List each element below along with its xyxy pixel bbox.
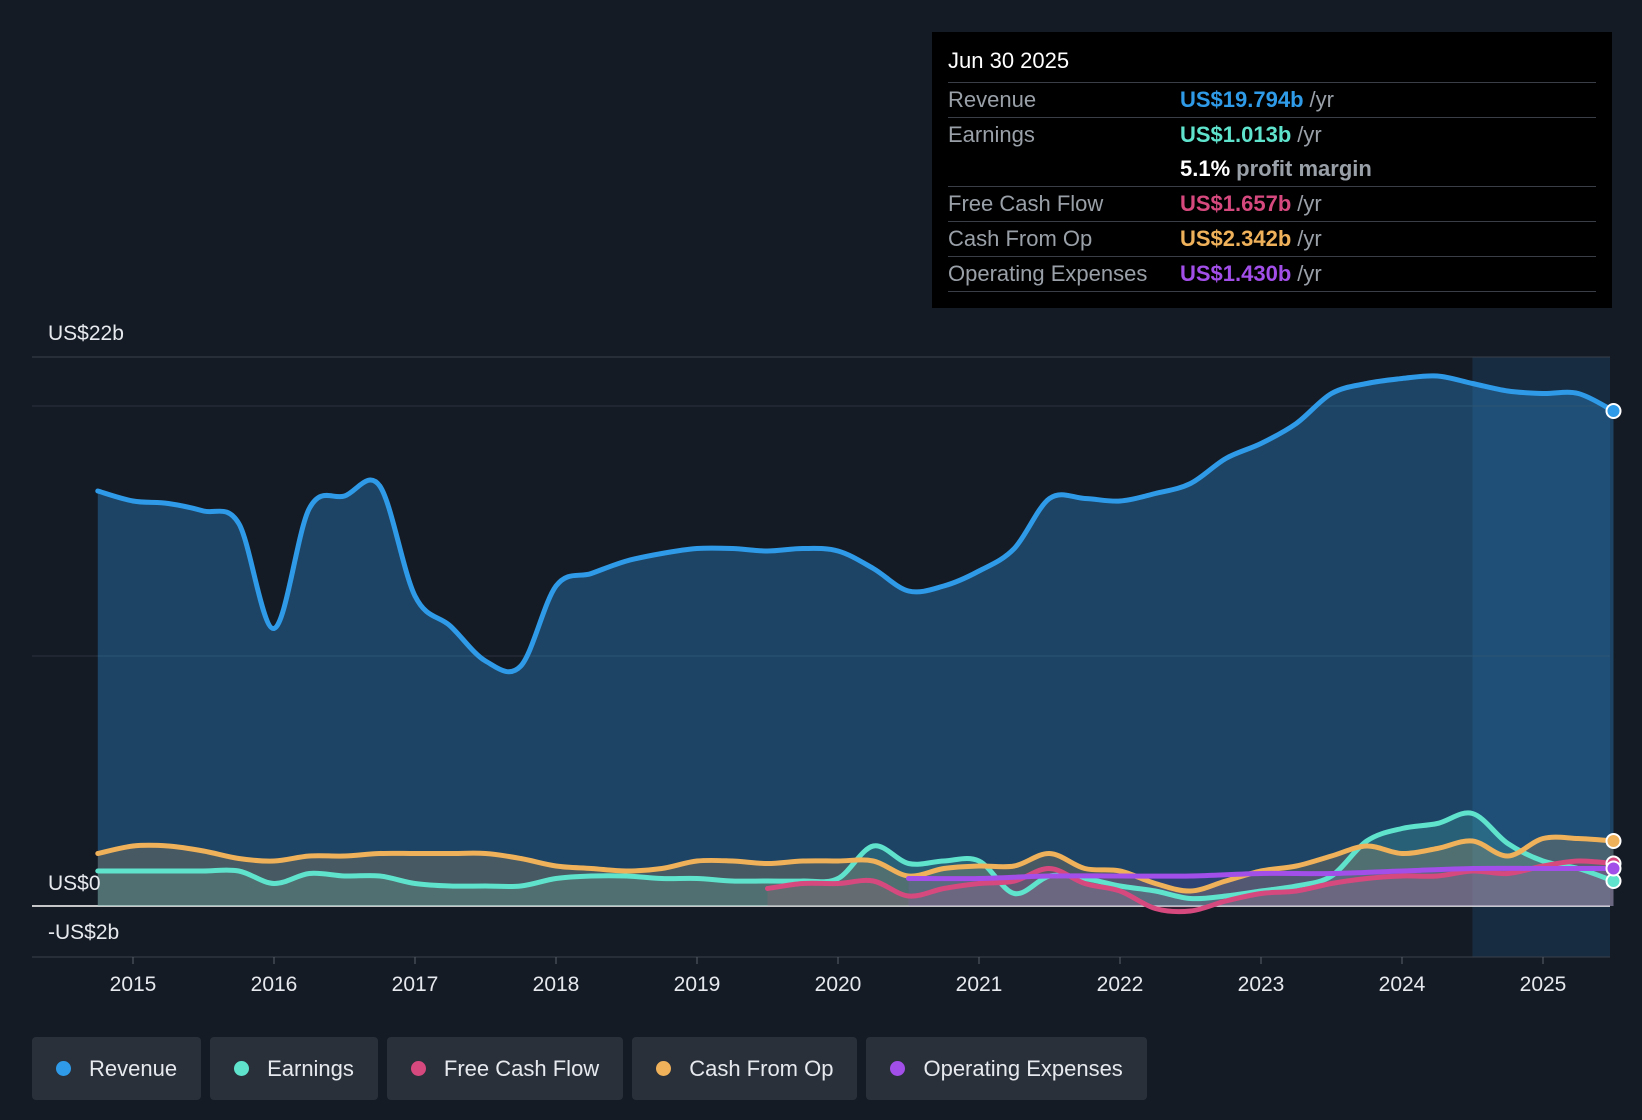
grid-lines [32,356,1610,964]
legend-item-revenue[interactable]: Revenue [32,1037,202,1100]
x-axis-label: 2024 [1379,973,1426,996]
tooltip-label: Free Cash Flow [948,191,1104,216]
x-axis-label: 2015 [110,973,157,996]
tooltip-label: Earnings [948,122,1035,147]
x-axis-label: 2023 [1238,973,1285,996]
revenue-line [95,373,1616,675]
tooltip-value: US$1.657b [1180,191,1292,216]
legend-item-free-cash-flow[interactable]: Free Cash Flow [386,1037,624,1100]
operating-expenses-dot-icon [890,1061,906,1076]
legend-item-cash-from-op[interactable]: Cash From Op [632,1037,858,1100]
y-axis-labels: US$22b US$0 -US$2b [48,322,124,944]
tooltip-row-profit-margin: 5.1% profit margin [948,152,1596,186]
x-axis-label: 2016 [251,973,298,996]
tooltip-value: US$19.794b [1180,87,1304,112]
legend-item-operating-expenses[interactable]: Operating Expenses [866,1037,1147,1100]
free-cash-flow-area [767,860,1614,912]
tooltip-row-revenue: Revenue US$19.794b /yr [948,82,1596,117]
tooltip-date: Jun 30 2025 [948,48,1070,73]
legend-label: Operating Expenses [923,1055,1123,1081]
tooltip-unit: /yr [1297,191,1322,216]
tooltip-row-earnings: Earnings US$1.013b /yr [948,117,1596,152]
tooltip-unit: profit margin [1236,156,1372,181]
forecast-highlight-band [1472,357,1610,957]
tooltip-label: Operating Expenses [948,261,1148,286]
x-axis-label: 2019 [674,973,721,996]
x-axis-label: 2021 [956,973,1003,996]
tooltip-value: US$2.342b [1180,226,1292,251]
operating-expenses-line [906,865,1616,882]
x-axis-label: 2022 [1097,973,1144,996]
x-axis-label: 2025 [1520,973,1567,996]
legend-label: Revenue [89,1055,178,1081]
x-axis-label: 2020 [815,973,862,996]
y-axis-label: US$22b [48,322,124,345]
tooltip-unit: /yr [1297,122,1322,147]
legend-item-earnings[interactable]: Earnings [210,1037,378,1100]
revenue-endpoint [1605,403,1622,419]
tooltip-unit: /yr [1309,87,1334,112]
cash-from-op-dot-icon [656,1061,672,1076]
x-axis-label: 2018 [533,973,580,996]
tooltip-row-free-cash-flow: Free Cash Flow US$1.657b /yr [948,186,1596,221]
legend-label: Earnings [267,1055,354,1081]
tooltip-row-operating-expenses: Operating Expenses US$1.430b /yr [948,256,1596,292]
data-tooltip: Jun 30 2025 Revenue US$19.794b /yr Earni… [932,32,1612,308]
tooltip-value: 5.1% [1180,156,1231,181]
tooltip-unit: /yr [1297,261,1322,286]
tooltip-value: US$1.430b [1180,261,1292,286]
revenue-area [97,375,1614,906]
revenue-dot-icon [56,1061,71,1076]
tooltip-label: Cash From Op [948,226,1093,251]
y-axis-label: US$0 [48,872,101,895]
earnings-area [97,812,1614,906]
x-axis-label: 2017 [392,973,439,996]
series-lines [95,373,1616,915]
tooltip-row-cash-from-op: Cash From Op US$2.342b /yr [948,221,1596,256]
legend-label: Free Cash Flow [443,1055,600,1081]
cash-from-op-endpoint [1605,833,1622,849]
series-endpoints [1605,403,1622,889]
legend-label: Cash From Op [689,1055,834,1081]
tooltip-label: Revenue [948,87,1037,112]
cash-from-op-line [95,834,1616,894]
operating-expenses-endpoint [1605,860,1622,877]
chart-legend: Revenue Earnings Free Cash Flow Cash Fro… [32,1037,1147,1100]
x-axis-labels: 2015 2016 2017 2018 2019 2020 2021 2022 2023 2024… [110,973,1567,996]
earnings-dot-icon [234,1061,250,1076]
free-cash-flow-dot-icon [410,1061,426,1076]
tooltip-value: US$1.013b [1180,122,1292,147]
y-axis-label: -US$2b [48,921,119,944]
tooltip-unit: /yr [1297,226,1322,251]
